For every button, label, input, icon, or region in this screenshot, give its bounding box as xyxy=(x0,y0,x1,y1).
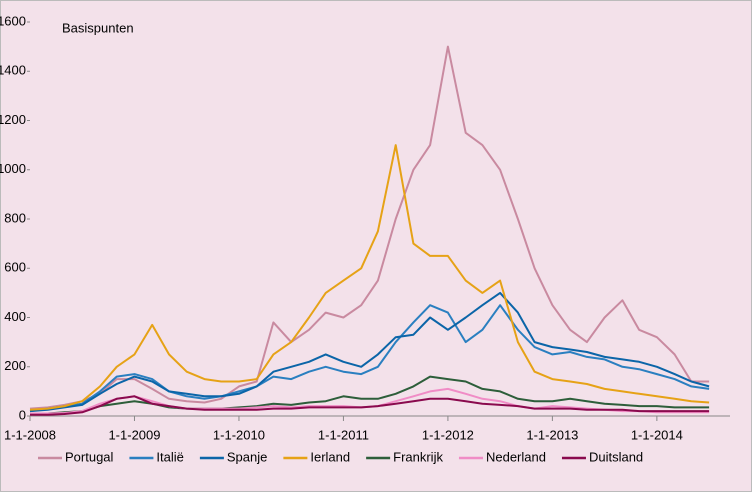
y-tick-label: 600 xyxy=(4,260,26,275)
legend-label: Italië xyxy=(156,449,183,464)
y-tick-label: 0 xyxy=(19,407,26,422)
x-tick-label: 1-1-2014 xyxy=(631,427,683,442)
series-line xyxy=(30,375,710,415)
y-tick-label: 1600 xyxy=(0,13,26,28)
series-line xyxy=(29,291,710,413)
legend-label: Nederland xyxy=(486,449,546,464)
legend-label: Frankrijk xyxy=(393,449,443,464)
x-tick-label: 1-1-2008 xyxy=(4,427,56,442)
x-tick-label: 1-1-2009 xyxy=(108,427,160,442)
legend-label: Ierland xyxy=(310,449,350,464)
x-tick-label: 1-1-2013 xyxy=(526,427,578,442)
y-tick-label: 1000 xyxy=(0,161,26,176)
legend-label: Portugal xyxy=(65,449,114,464)
x-tick-label: 1-1-2011 xyxy=(318,427,369,442)
series-line xyxy=(29,144,710,411)
y-tick-label: 400 xyxy=(4,309,26,324)
y-tick-label: 1400 xyxy=(0,63,26,78)
legend-label: Duitsland xyxy=(589,449,643,464)
x-tick-label: 1-1-2010 xyxy=(213,427,265,442)
y-tick-label: 1200 xyxy=(0,112,26,127)
legend-label: Spanje xyxy=(227,449,267,464)
series-line xyxy=(29,304,710,413)
x-tick-label: 1-1-2012 xyxy=(422,427,474,442)
annotation: Basispunten xyxy=(62,20,134,35)
y-tick-label: 200 xyxy=(4,358,26,373)
series-line xyxy=(30,395,710,416)
y-tick-label: 800 xyxy=(4,210,26,225)
series-line xyxy=(29,45,710,410)
